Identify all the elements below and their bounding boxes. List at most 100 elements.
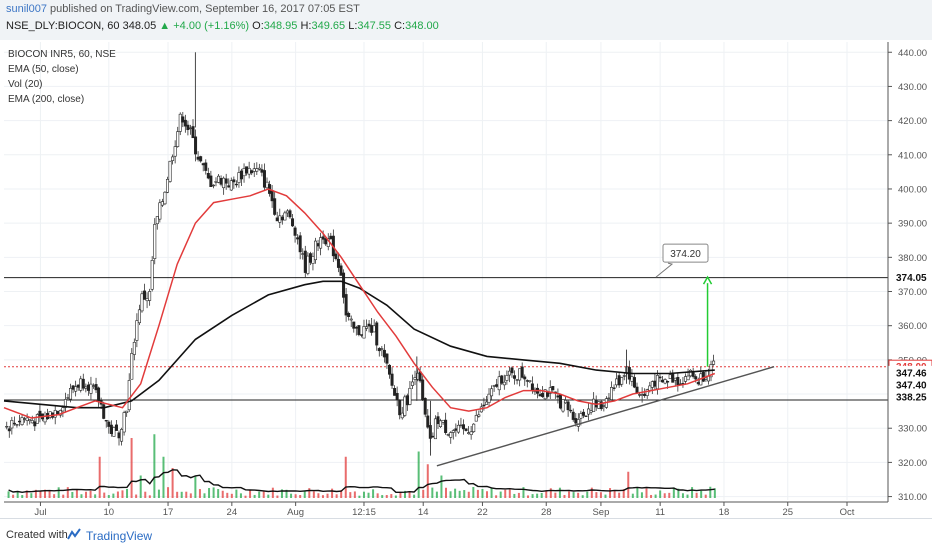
candle-body <box>359 334 363 336</box>
volume-bar <box>194 475 197 498</box>
username-link[interactable]: sunil007 <box>6 3 47 15</box>
candle-body <box>653 380 657 387</box>
candle-body <box>405 395 409 406</box>
time-axis[interactable]: Jul 10 17 24 Aug 12:15 14 22 28 Sep 11 18 25 Oct <box>4 501 888 518</box>
candle-body <box>433 418 437 440</box>
volume-bar <box>294 494 297 498</box>
candle-body <box>558 394 562 409</box>
candle-body <box>431 435 435 438</box>
volume-bar <box>25 490 28 498</box>
candle-body <box>122 412 126 433</box>
target-arrow[interactable] <box>702 275 713 367</box>
candle-body <box>403 396 407 416</box>
candle-body <box>74 386 78 392</box>
candle-body <box>398 400 402 416</box>
candle-body <box>510 367 514 374</box>
volume-bar <box>121 490 124 498</box>
candle-body <box>278 215 282 223</box>
candle-body <box>347 313 351 318</box>
candle-body <box>201 163 205 166</box>
volume-bar <box>517 492 520 498</box>
volume-bar <box>267 494 270 498</box>
price-callout[interactable]: 374.20 <box>655 243 709 278</box>
price-chart[interactable]: 374.20 310.00320.00330.00340.00350.00360… <box>0 40 932 518</box>
volume-bar <box>71 491 74 498</box>
price-axis[interactable]: 310.00320.00330.00340.00350.00360.00370.… <box>887 42 932 503</box>
volume-bar <box>522 487 525 498</box>
target-arrow-head[interactable] <box>702 275 713 285</box>
candle-body <box>176 131 180 147</box>
candle-body <box>439 420 443 427</box>
candle-body <box>694 376 698 380</box>
candle-body <box>252 168 256 172</box>
candle-body <box>556 395 560 398</box>
volume-bar <box>217 489 220 498</box>
volume-bar <box>618 492 621 498</box>
candle-body <box>168 160 172 182</box>
candle-body <box>461 424 465 430</box>
candle-body <box>599 401 603 410</box>
volume-bar <box>668 492 671 498</box>
candle-body <box>219 178 223 185</box>
low-key: L: <box>348 20 358 32</box>
volume-bar <box>358 495 361 498</box>
candle-body <box>17 420 21 423</box>
candle-body <box>158 202 162 220</box>
candle-body <box>377 348 381 352</box>
candle-body <box>650 381 654 388</box>
candle-body <box>280 216 284 221</box>
candle-body <box>285 210 289 214</box>
price-tag-box <box>888 270 932 285</box>
candle-body <box>666 381 670 383</box>
candle-body <box>395 393 399 401</box>
candle-body <box>661 379 665 383</box>
candle-body <box>143 290 147 300</box>
volume-bar <box>631 493 634 498</box>
candle-body <box>306 255 310 274</box>
trendline[interactable] <box>436 366 775 467</box>
candle-body <box>474 415 478 422</box>
candle-body <box>400 412 404 419</box>
volume-bar <box>116 491 119 498</box>
volume-bar <box>650 494 653 498</box>
volume-bar <box>312 491 315 498</box>
volume-bar <box>458 490 461 498</box>
candle-body <box>15 424 19 426</box>
volume-bar <box>700 490 703 498</box>
volume-bar <box>226 492 229 498</box>
tradingview-brand-link[interactable]: TradingView <box>86 529 153 543</box>
candle-body <box>436 416 440 425</box>
candle-body <box>477 414 481 417</box>
volume-bar <box>34 489 37 498</box>
candle-body <box>84 386 88 389</box>
candle-body <box>541 393 545 397</box>
price-tag-label: 347.40 <box>896 381 927 392</box>
price-tag-box <box>888 389 932 404</box>
volume-bar <box>244 495 247 498</box>
candle-body <box>344 294 348 316</box>
volume-bar <box>549 488 552 498</box>
candle-body <box>655 375 659 390</box>
volume-bar <box>476 489 479 498</box>
candle-body <box>390 373 394 386</box>
ema200-line <box>3 280 715 409</box>
candle-body <box>393 388 397 396</box>
candle-body <box>191 126 195 139</box>
candle-body <box>469 431 473 436</box>
candle-body <box>421 379 425 401</box>
time-tick-label: Oct <box>840 507 855 518</box>
volume-bar <box>349 492 352 498</box>
candle-body <box>492 385 496 387</box>
candle-body <box>612 387 616 389</box>
candle-body <box>576 419 580 427</box>
candle-body <box>375 322 379 346</box>
price-tick-label: 330.00 <box>898 424 927 435</box>
volume-bar <box>422 489 425 498</box>
candle-body <box>273 198 277 215</box>
volume-bar <box>659 490 662 498</box>
candle-body <box>446 434 450 436</box>
candle-body <box>130 353 134 380</box>
candle-body <box>444 419 448 433</box>
candle-body <box>362 326 366 339</box>
symbol-quote-line: NSE_DLY:BIOCON, 60 348.05 ▲ +4.00 (+1.16… <box>6 20 439 32</box>
